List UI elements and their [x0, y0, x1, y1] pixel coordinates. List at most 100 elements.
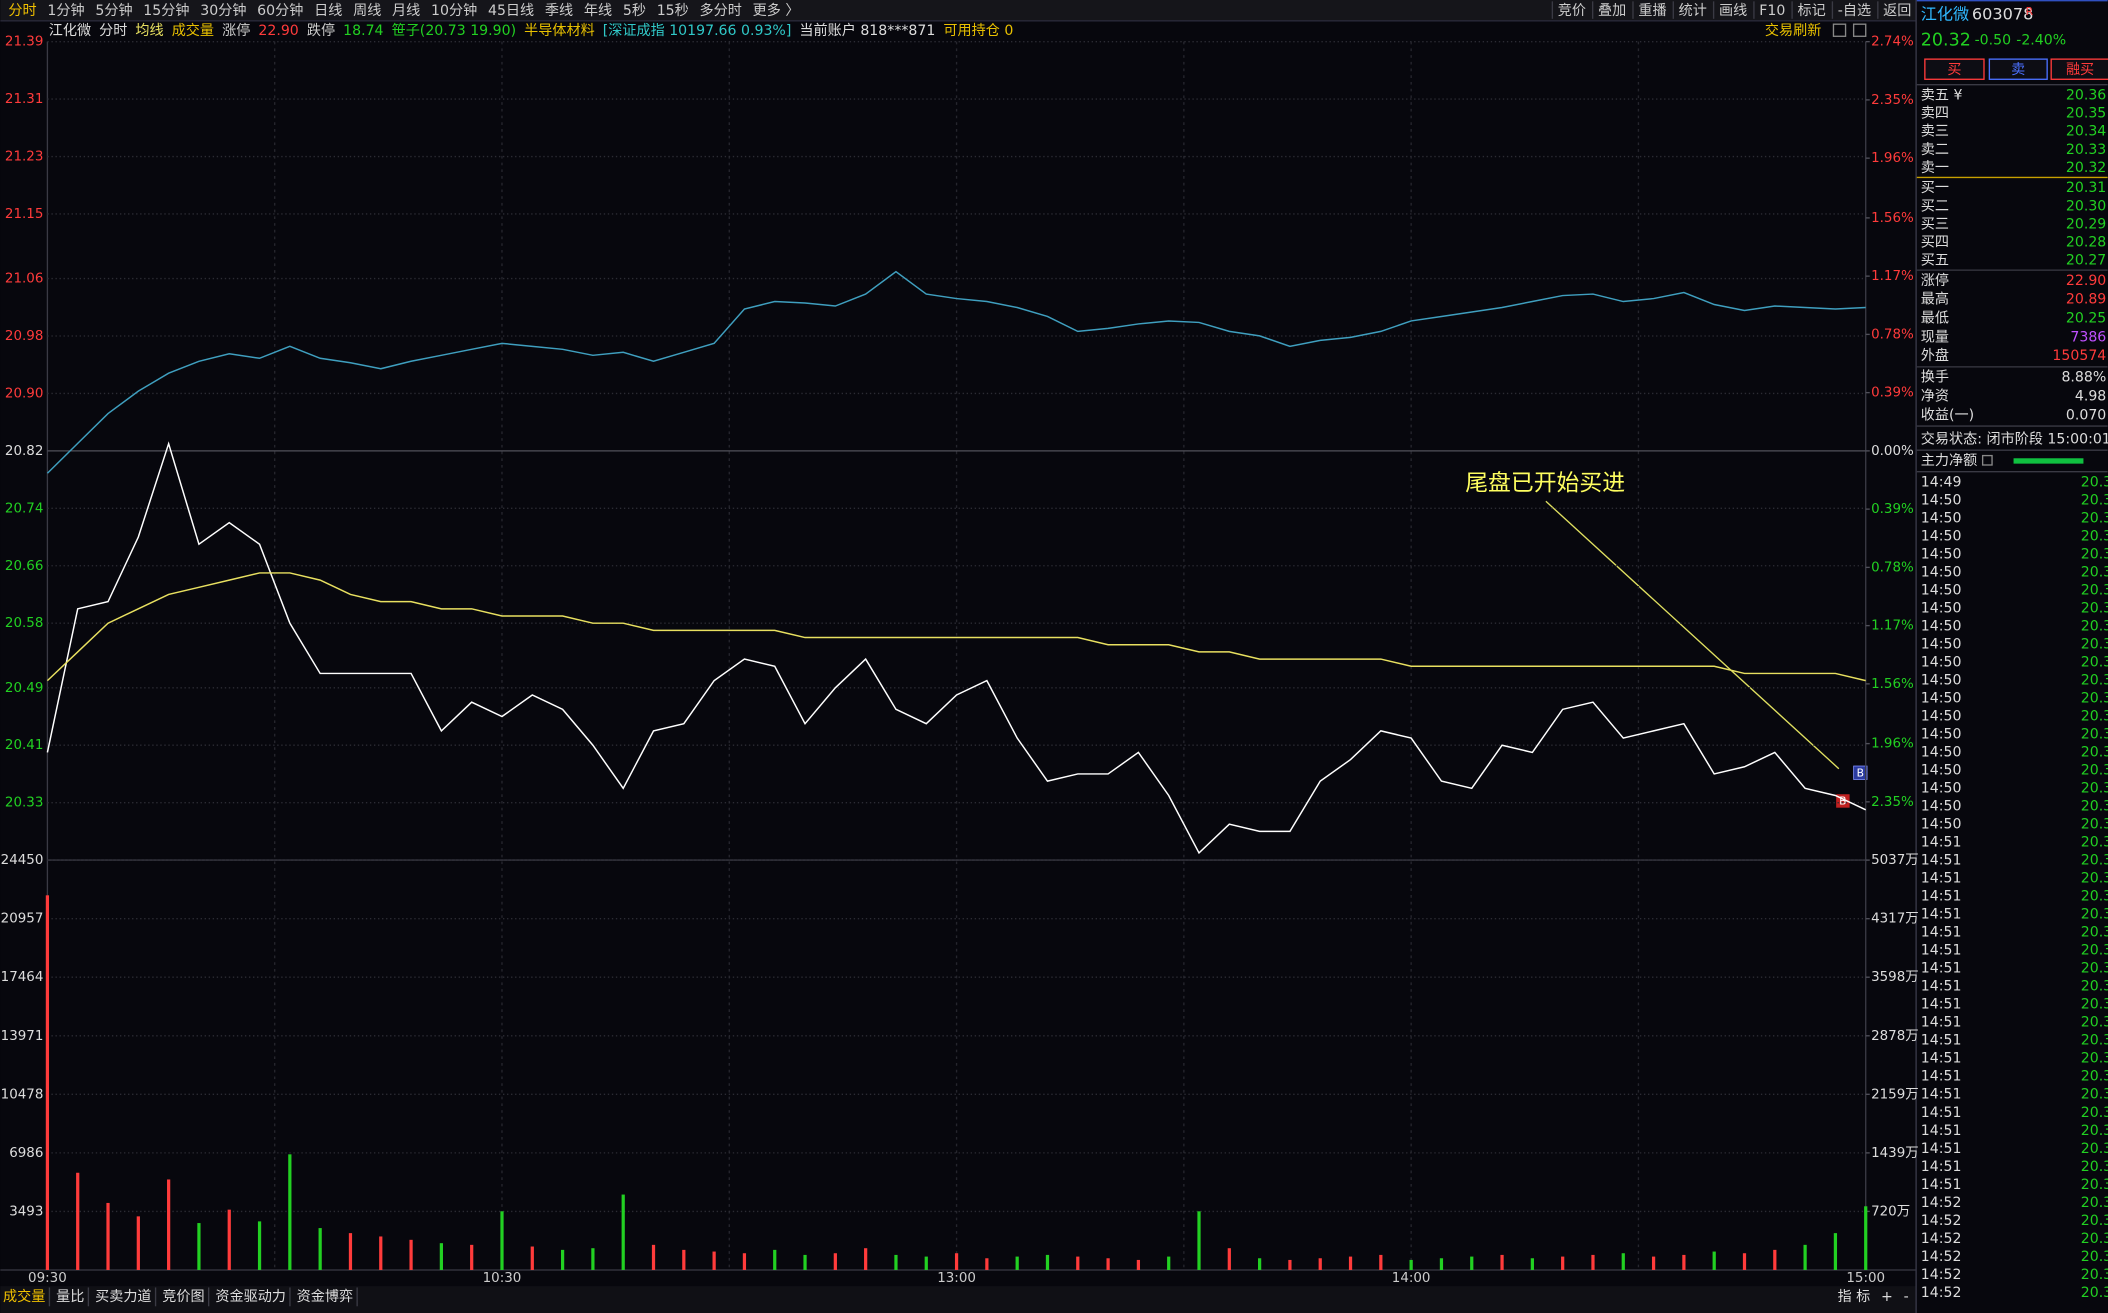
trade-button-label[interactable]: 买: [1947, 62, 1961, 78]
y2-tick-label: 1.96%: [1871, 737, 1914, 752]
y-tick-label: 3493: [9, 1204, 43, 1219]
trade-time: 14:50: [1921, 565, 1962, 581]
volume-bar: [76, 1172, 80, 1270]
book-label: 买四: [1921, 235, 1949, 251]
bottom-button[interactable]: +: [1881, 1289, 1893, 1305]
toolbar-tab[interactable]: 季线: [545, 3, 573, 19]
refresh-button[interactable]: 交易刷新: [1765, 22, 1821, 39]
info-item: 半导体材料: [524, 23, 595, 39]
toolbar-button[interactable]: -自选: [1838, 3, 1871, 19]
toolbar-tab[interactable]: 1分钟: [47, 2, 84, 19]
bottom-tab[interactable]: 资金博弈: [297, 1288, 353, 1305]
toolbar-button[interactable]: 标记: [1797, 3, 1825, 19]
y-tick-label: 20.90: [5, 386, 43, 401]
trade-time: 14:50: [1921, 817, 1962, 833]
trade-price: 20.3: [2081, 709, 2108, 725]
flow-bar: [2013, 458, 2084, 464]
toolbar-button[interactable]: 统计: [1679, 3, 1707, 19]
trade-time: 14:51: [1921, 1141, 1962, 1157]
price-change-pct: -2.40%: [2016, 32, 2066, 48]
y-tick-label: 24450: [1, 853, 44, 868]
toolbar-tab[interactable]: 多分时: [700, 2, 742, 19]
info-item: 江化微: [49, 23, 91, 39]
bottom-tab[interactable]: 买卖力道: [95, 1289, 151, 1305]
toolbar-tab[interactable]: 日线: [314, 3, 342, 19]
volume-bar: [1015, 1256, 1019, 1270]
y-tick-label: 21.23: [5, 150, 43, 165]
info-item: 跌停: [307, 22, 335, 39]
toolbar-tab[interactable]: 周线: [353, 3, 381, 19]
trade-time: 14:50: [1921, 528, 1962, 544]
trade-price: 20.3: [2081, 1177, 2108, 1193]
trade-time: 14:52: [1921, 1231, 1962, 1247]
stat-label: 换手: [1921, 369, 1949, 386]
bottom-tab[interactable]: 量比: [56, 1289, 84, 1305]
trade-price: 20.3: [2081, 925, 2108, 941]
volume-bar: [1864, 1206, 1868, 1270]
trade-button-label[interactable]: 卖: [2011, 62, 2025, 78]
x-tick-label: 14:00: [1392, 1271, 1431, 1286]
trade-button[interactable]: [2050, 58, 2108, 80]
toolbar-button[interactable]: F10: [1759, 3, 1785, 19]
book-price: 20.28: [2066, 235, 2106, 251]
volume-bar: [1561, 1256, 1565, 1270]
book-label: 卖五 ¥: [1921, 87, 1963, 103]
toolbar-tab[interactable]: 15分钟: [143, 2, 189, 19]
trade-time: 14:51: [1921, 1177, 1962, 1193]
y2-tick-label: 3598万: [1871, 970, 1919, 985]
toolbar-button[interactable]: 画线: [1719, 3, 1747, 19]
bottom-button[interactable]: -: [1904, 1289, 1909, 1305]
y2-tick-label: 0.39%: [1871, 502, 1914, 517]
bottom-button[interactable]: 指 标: [1838, 1289, 1871, 1305]
trade-time: 14:51: [1921, 1051, 1962, 1067]
toolbar-button[interactable]: 竞价: [1558, 2, 1586, 19]
toolbar-tab[interactable]: 5分钟: [95, 2, 132, 19]
volume-bar: [833, 1253, 837, 1270]
y-tick-label: 13971: [1, 1029, 44, 1044]
trade-button-label[interactable]: 融买: [2066, 62, 2094, 78]
toolbar-button[interactable]: 重播: [1638, 3, 1666, 19]
toolbar-tab[interactable]: 5秒: [623, 3, 646, 19]
trade-time: 14:51: [1921, 979, 1962, 995]
volume-bar: [894, 1254, 898, 1270]
toolbar-tab[interactable]: 45日线: [488, 3, 534, 19]
toolbar-tab[interactable]: 分时: [8, 3, 36, 19]
trade-time: 14:50: [1921, 709, 1962, 725]
trade-time: 14:51: [1921, 889, 1962, 905]
toolbar-tab[interactable]: 更多 〉: [753, 2, 800, 19]
stat-label: 外盘: [1921, 347, 1949, 364]
volume-bar: [197, 1223, 201, 1270]
volume-bar: [45, 895, 50, 1270]
y-tick-label: 20.66: [5, 559, 43, 574]
trade-price: 20.3: [2081, 474, 2108, 490]
toolbar-button[interactable]: 叠加: [1598, 3, 1626, 19]
bottom-tab[interactable]: 成交量: [3, 1288, 45, 1305]
toolbar-tab[interactable]: 年线: [584, 3, 612, 19]
toolbar-tab[interactable]: 月线: [392, 3, 420, 19]
toolbar-tab[interactable]: 30分钟: [200, 2, 246, 19]
trade-price: 20.3: [2081, 1195, 2108, 1211]
y2-tick-label: 1.56%: [1871, 677, 1914, 692]
book-price: 20.32: [2066, 160, 2106, 176]
icon: [1832, 23, 1847, 37]
toolbar-button[interactable]: 返回: [1883, 3, 1911, 19]
stock-name: 江化微: [1921, 4, 1969, 23]
book-label: 买五: [1921, 253, 1949, 269]
info-item: 可用持仓 0: [943, 23, 1013, 39]
bottom-tab[interactable]: 竞价图: [162, 1288, 204, 1305]
toolbar-tab[interactable]: 15秒: [657, 3, 689, 19]
trade-button[interactable]: [1988, 58, 2048, 80]
trade-price: 20.3: [2081, 781, 2108, 797]
toolbar-tab[interactable]: 60分钟: [257, 2, 303, 19]
trade-price: 20.3: [2081, 691, 2108, 707]
volume-bar: [1591, 1254, 1595, 1270]
volume-bar: [560, 1249, 565, 1270]
trade-time: 14:52: [1921, 1249, 1962, 1265]
toolbar-tab[interactable]: 10分钟: [431, 2, 477, 19]
trade-price: 20.3: [2081, 907, 2108, 923]
trade-button[interactable]: [1924, 58, 1985, 80]
stat-label: 收益(一): [1921, 407, 1974, 423]
bottom-tab[interactable]: 资金驱动力: [215, 1289, 286, 1305]
